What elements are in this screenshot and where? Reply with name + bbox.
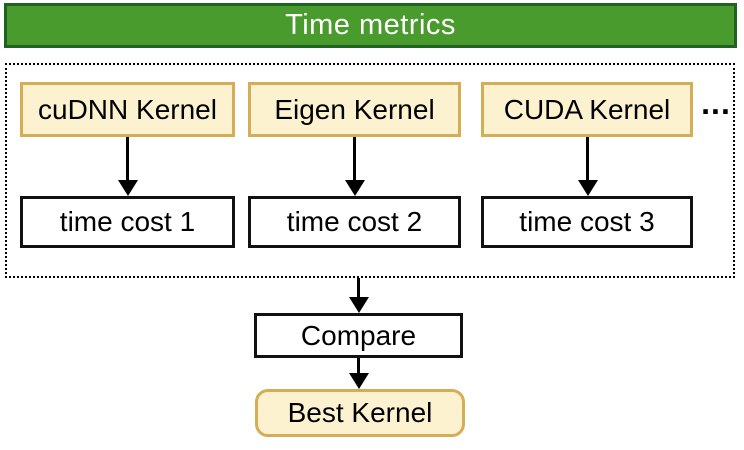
time-cost-label: time cost 2 [286, 206, 423, 237]
arrow-down-icon [348, 358, 369, 389]
best-kernel-label: Best Kernel [287, 397, 433, 428]
arrow-head [117, 180, 138, 196]
arrow-stem [357, 358, 360, 373]
time-cost-box-3: time cost 3 [481, 196, 693, 248]
arrow-head [344, 180, 365, 196]
arrow-stem [353, 137, 356, 180]
banner-title: Time metrics [285, 9, 456, 41]
more-kernels-ellipsis: ... [701, 84, 731, 121]
compare-label: Compare [300, 319, 417, 351]
best-kernel-box: Best Kernel [255, 389, 465, 437]
kernel-box-cudnn: cuDNN Kernel [20, 82, 235, 137]
kernel-label: cuDNN Kernel [38, 93, 217, 125]
arrow-head [577, 180, 598, 196]
kernel-label: Eigen Kernel [274, 93, 435, 125]
arrow-stem [586, 137, 589, 180]
arrow-down-icon [344, 137, 365, 196]
arrow-head [348, 373, 369, 389]
arrow-down-icon [348, 278, 369, 313]
time-cost-box-1: time cost 1 [20, 196, 235, 248]
arrow-stem [357, 278, 360, 297]
arrow-down-icon [577, 137, 598, 196]
kernel-group-dotted-box [5, 63, 735, 278]
arrow-head [348, 297, 369, 313]
compare-box: Compare [254, 313, 463, 358]
time-cost-label: time cost 1 [59, 206, 196, 237]
kernel-box-eigen: Eigen Kernel [248, 82, 461, 137]
time-cost-box-2: time cost 2 [248, 196, 461, 248]
kernel-box-cuda: CUDA Kernel [481, 82, 693, 137]
time-metrics-banner: Time metrics [4, 3, 737, 48]
kernel-label: CUDA Kernel [503, 93, 671, 125]
time-cost-label: time cost 3 [519, 206, 655, 237]
arrow-down-icon [117, 137, 138, 196]
arrow-stem [126, 137, 129, 180]
